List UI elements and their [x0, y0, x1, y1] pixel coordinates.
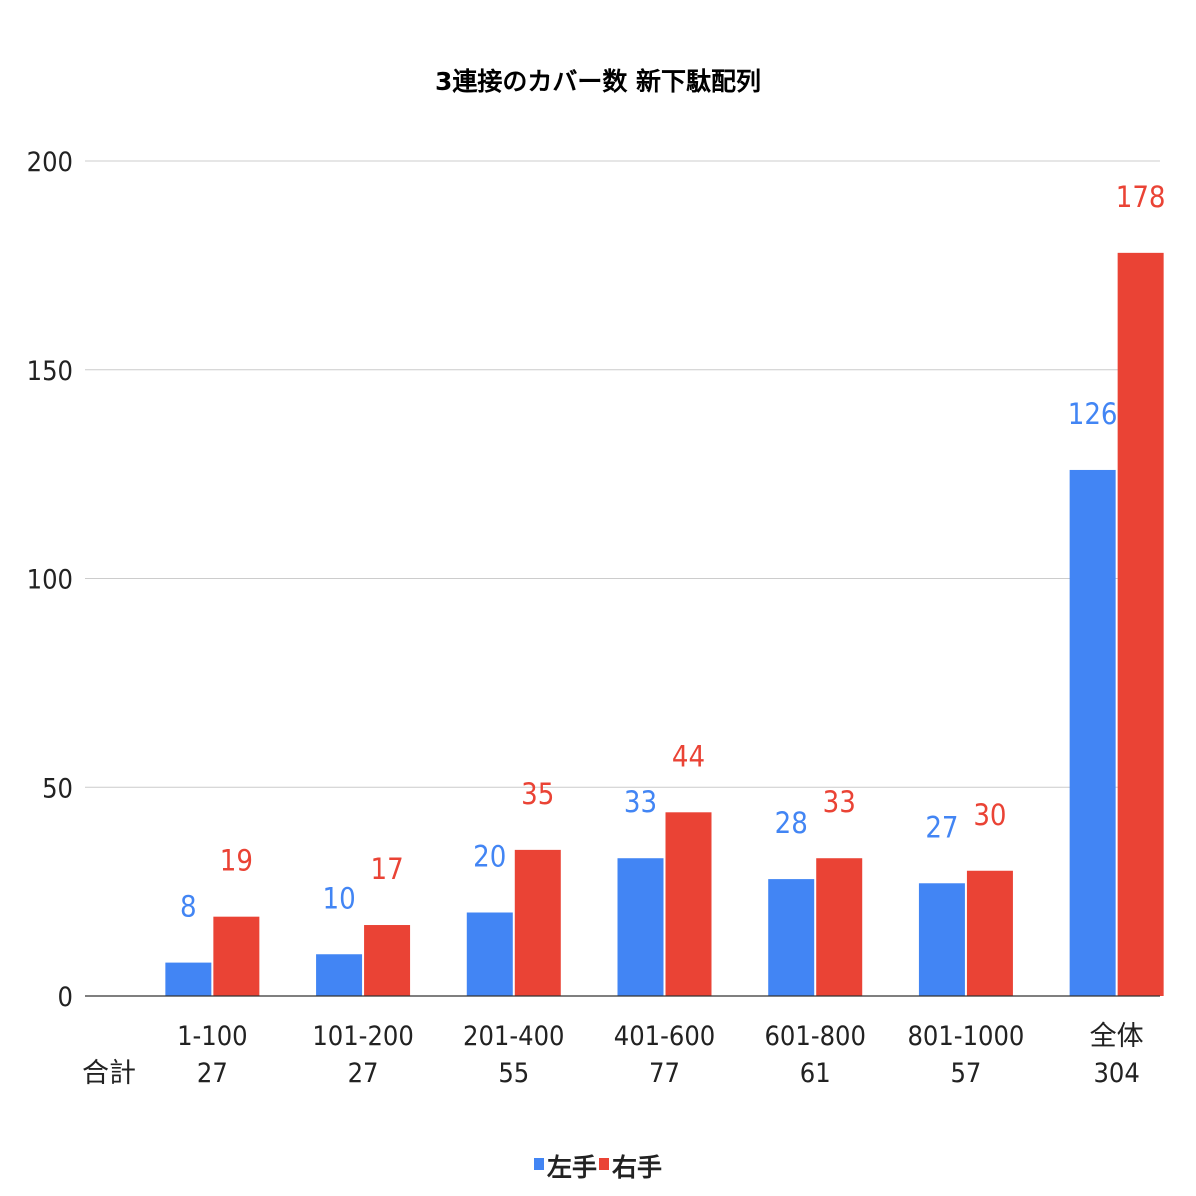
- x-tick-label: 101-200: [312, 1021, 413, 1052]
- bar-left: [316, 954, 363, 996]
- totals-row-label: 合計: [82, 1058, 136, 1089]
- x-tick-label: 601-800: [764, 1021, 865, 1052]
- data-label: 30: [973, 798, 1006, 832]
- legend-label: 左手: [547, 1153, 597, 1182]
- bar-right: [514, 849, 561, 996]
- gridlines: [85, 160, 1160, 788]
- data-label: 8: [180, 890, 197, 924]
- bar-left: [768, 879, 815, 996]
- x-tick-label: 401-600: [614, 1021, 715, 1052]
- bar-right: [665, 812, 712, 996]
- x-tick-label: 1-100: [177, 1021, 248, 1052]
- total-value: 27: [348, 1058, 379, 1089]
- data-label: 17: [370, 852, 403, 886]
- bar-right: [364, 925, 411, 996]
- data-label: 28: [775, 806, 808, 840]
- data-label: 33: [823, 785, 856, 819]
- y-tick-label: 150: [27, 356, 73, 387]
- x-axis-ticks: 1-100 27 101-200 27 201-400 55 401-600 77 601-80…: [177, 1021, 1144, 1089]
- data-label: 178: [1116, 180, 1166, 214]
- bar-left: [918, 883, 965, 996]
- bars: [165, 252, 1164, 997]
- data-label: 20: [473, 840, 506, 874]
- legend: 左手 右手: [534, 1153, 662, 1182]
- total-value: 61: [800, 1058, 831, 1089]
- bar-right: [816, 858, 863, 996]
- total-value: 77: [649, 1058, 680, 1089]
- legend-swatch: [599, 1158, 609, 1170]
- bar-right: [1117, 252, 1164, 997]
- data-label: 35: [521, 777, 554, 811]
- x-tick-label: 全体: [1090, 1021, 1144, 1052]
- y-tick-label: 200: [27, 147, 73, 178]
- bar-left: [466, 912, 513, 996]
- y-tick-label: 0: [58, 982, 73, 1013]
- bar-left: [617, 858, 664, 996]
- bar-left: [1069, 469, 1116, 996]
- data-label: 33: [624, 785, 657, 819]
- total-value: 304: [1093, 1058, 1139, 1089]
- total-value: 55: [498, 1058, 529, 1089]
- data-label: 27: [925, 810, 958, 844]
- y-axis-ticks: 0 50 100 150 200: [27, 147, 73, 1013]
- legend-label: 右手: [612, 1153, 662, 1182]
- data-label: 19: [220, 844, 253, 878]
- y-tick-label: 50: [42, 773, 73, 804]
- legend-swatch: [534, 1158, 544, 1170]
- data-label: 10: [322, 881, 355, 915]
- total-value: 27: [197, 1058, 228, 1089]
- data-labels: 8 19 10 17 20 35 33 44 28 33 27 30 126 178: [180, 180, 1165, 924]
- bar-right: [213, 916, 260, 996]
- y-tick-label: 100: [27, 565, 73, 596]
- x-tick-label: 801-1000: [907, 1021, 1024, 1052]
- x-tick-label: 201-400: [463, 1021, 564, 1052]
- data-label: 126: [1068, 397, 1118, 431]
- bar-right: [966, 870, 1013, 996]
- total-value: 57: [950, 1058, 981, 1089]
- data-label: 44: [672, 739, 705, 773]
- chart-title: 3連接のカバー数 新下駄配列: [435, 67, 761, 96]
- bar-left: [165, 962, 212, 996]
